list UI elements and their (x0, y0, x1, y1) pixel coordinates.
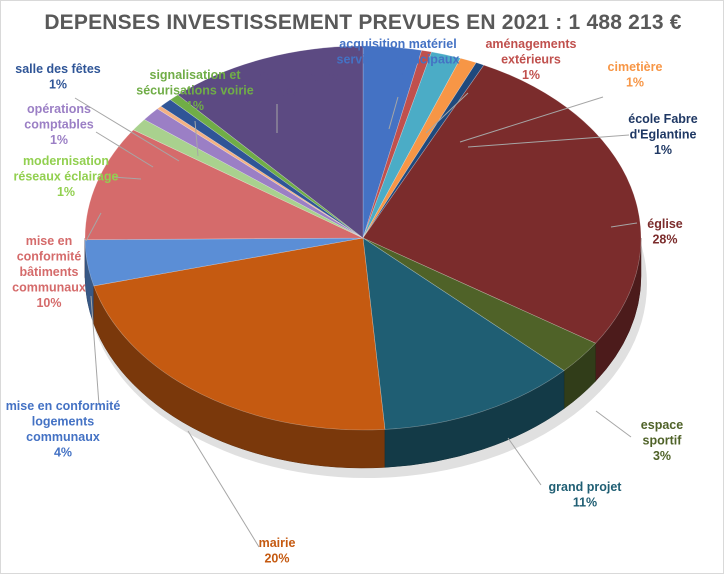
percent-label-signalisation-et-securisations-voirie: 1% (186, 99, 204, 113)
pie-slice-acquisition-materiel-services-municipaux (362, 45, 423, 239)
data-label-voirie-et-trottoirs: voirie et trottoirs 12% (239, 70, 338, 100)
pie-slice-cimetiere (362, 57, 477, 239)
leader-line-ecole-fabre-d-eglantine (467, 134, 630, 148)
leader-line-modernisation-reseaux-eclairage (112, 176, 142, 180)
pie-slice-salle-des-fetes (160, 99, 364, 239)
leader-line-salle-des-fetes (74, 97, 180, 162)
percent-label-voirie-et-trottoirs: 12% (276, 86, 301, 100)
data-label-mise-en-conformite-logements-communaux: mise en conformité logements communaux 4% (6, 399, 121, 460)
leader-line-espace-sportif (595, 410, 632, 438)
percent-label-salle-des-fetes: 1% (49, 78, 67, 92)
leader-line-operations-comptables (95, 131, 154, 168)
pie-slice-operations-comptables (143, 108, 364, 239)
data-label-ecole-fabre-d-eglantine: école Fabre d'Eglantine 1% (628, 112, 698, 157)
percent-label-mise-en-conformite-batiments-communaux: 10% (36, 296, 61, 310)
data-label-mise-en-conformite-batiments-communaux: mise en conformité bâtiments communaux 10% (12, 234, 86, 310)
data-label-operations-comptables: opérations comptables 1% (24, 102, 94, 147)
data-label-salle-des-fetes: salle des fêtes 1% (15, 62, 101, 92)
percent-label-operations-comptables: 1% (50, 133, 68, 147)
data-label-mairie: mairie 20% (259, 536, 296, 566)
pie-slice-mise-en-conformite-logements-communaux (84, 237, 364, 287)
pie-slice-eglise (362, 64, 642, 344)
percent-label-amenagements-exterieurs: 1% (522, 68, 540, 82)
pie-slice-mise-en-conformite-batiments-communaux (84, 129, 364, 241)
percent-label-espace-sportif: 3% (653, 449, 671, 463)
leader-line-mise-en-conformite-batiments-communaux (85, 212, 102, 242)
data-label-eglise: église 28% (647, 217, 682, 247)
leader-line-amenagements-exterieurs (425, 92, 469, 134)
data-label-acquisition-materiel-services-municipaux: acquisition matériel services municipaux 4… (337, 37, 460, 82)
data-label-modernisation-reseaux-eclairage: modernisation réseaux éclairage 1% (14, 154, 119, 199)
leader-line-grand-projet (507, 437, 542, 486)
pie-slice-amenagements-exterieurs (362, 49, 432, 239)
pie-slice-slice-2 (362, 51, 461, 239)
data-label-signalisation-et-securisations-voirie: signalisation et sécurisations voirie 1% (136, 68, 253, 113)
data-label-cimetiere: cimetière 1% (608, 60, 663, 90)
pie-side-grand-projet (384, 370, 565, 468)
percent-label-modernisation-reseaux-eclairage: 1% (57, 185, 75, 199)
leader-line-signalisation-et-securisations-voirie (194, 120, 199, 157)
data-label-amenagements-exterieurs: aménagements extérieurs 1% (485, 37, 576, 82)
pie-slice-modernisation-reseaux-eclairage (132, 119, 364, 239)
pie-slice-mairie (93, 237, 386, 431)
leader-line-mise-en-conformite-logements-communaux (90, 295, 100, 406)
percent-label-eglise: 28% (652, 233, 677, 247)
pie-slice-grand-projet (362, 237, 565, 430)
percent-label-grand-projet: 11% (573, 496, 597, 510)
pie-slice-signalisation-et-securisations-voirie (169, 94, 364, 239)
percent-label-mise-en-conformite-logements-communaux: 4% (54, 446, 72, 460)
pie-slice-voirie-et-trottoirs (177, 45, 364, 239)
leader-line-acquisition-materiel-services-municipaux (388, 96, 399, 130)
percent-label-ecole-fabre-d-eglantine: 1% (654, 143, 672, 157)
pie-slice-espace-sportif (362, 237, 596, 372)
leader-line-mairie (187, 430, 260, 548)
data-label-grand-projet: grand projet 11% (549, 480, 623, 510)
percent-label-acquisition-materiel-services-municipaux: 4% (389, 68, 407, 82)
leader-line-eglise (610, 222, 638, 228)
percent-label-mairie: 20% (264, 552, 289, 566)
chart-title: DEPENSES INVESTISSEMENT PREVUES EN 2021 … (44, 11, 682, 34)
percent-label-cimetiere: 1% (626, 76, 644, 90)
pie-slice-slice-13 (156, 105, 364, 239)
leader-line-cimetiere (459, 96, 604, 143)
data-label-espace-sportif: espace sportif 3% (641, 418, 683, 463)
